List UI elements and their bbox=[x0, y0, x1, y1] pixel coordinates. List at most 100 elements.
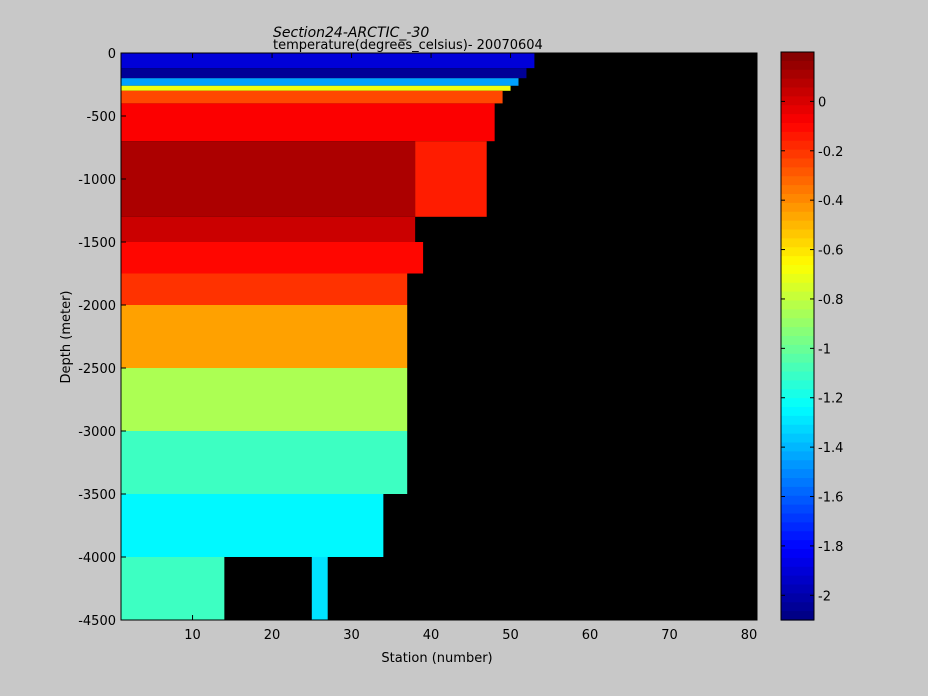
y-tick-label: -3000 bbox=[78, 425, 116, 440]
y-tick-label: -3500 bbox=[78, 488, 116, 503]
heatmap-cell bbox=[121, 494, 384, 557]
heatmap-cells bbox=[121, 53, 535, 620]
colorbar-swatch bbox=[781, 362, 814, 373]
heatmap-cell bbox=[121, 431, 408, 494]
colorbar-swatch bbox=[781, 202, 814, 213]
heatmap-cell bbox=[121, 90, 503, 104]
colorbar-swatch bbox=[781, 398, 814, 408]
heatmap-cell bbox=[121, 53, 535, 69]
x-tick-label: 50 bbox=[502, 628, 519, 643]
y-tick-label: -2500 bbox=[78, 362, 116, 377]
colorbar-swatch bbox=[781, 52, 814, 62]
colorbar-swatch bbox=[781, 424, 814, 435]
colorbar-swatch bbox=[781, 549, 814, 559]
colorbar-swatch bbox=[781, 114, 814, 124]
heatmap-cell bbox=[311, 557, 328, 620]
colorbar-swatch bbox=[781, 176, 814, 186]
colorbar-swatch bbox=[781, 460, 814, 470]
x-axis: 10 20 30 40 50 60 70 80 bbox=[184, 53, 757, 643]
y-tick-label: -4000 bbox=[78, 551, 116, 566]
colorbar-tick-label: -1.8 bbox=[818, 540, 843, 555]
colorbar-swatch bbox=[781, 602, 814, 612]
plot-frame bbox=[120, 52, 758, 621]
colorbar-swatch bbox=[781, 380, 814, 390]
colorbar-swatch bbox=[781, 593, 814, 603]
colorbar-swatch bbox=[781, 149, 814, 160]
colorbar-swatch bbox=[781, 282, 814, 293]
x-tick-label: 70 bbox=[661, 628, 678, 643]
colorbar-swatch bbox=[781, 389, 814, 399]
colorbar-swatch bbox=[781, 211, 814, 222]
x-axis-label: Station (number) bbox=[381, 651, 492, 666]
y-tick-label: -500 bbox=[86, 110, 116, 125]
x-tick-label: 40 bbox=[423, 628, 440, 643]
heatmap-cell bbox=[415, 141, 487, 217]
colorbar-swatch bbox=[781, 407, 814, 417]
heatmap-cell bbox=[121, 368, 408, 431]
colorbar-swatch bbox=[781, 344, 814, 355]
heatmap-cell bbox=[121, 305, 408, 368]
colorbar-swatch bbox=[781, 486, 814, 497]
colorbar-swatch bbox=[781, 478, 814, 488]
heatmap-cell bbox=[121, 557, 225, 620]
colorbar-swatch bbox=[781, 469, 814, 479]
colorbar-swatch bbox=[781, 442, 814, 452]
colorbar-tick-label: -2 bbox=[818, 589, 831, 604]
x-tick-label: 30 bbox=[343, 628, 360, 643]
colorbar-swatch bbox=[781, 522, 814, 532]
colorbar-swatch bbox=[781, 531, 814, 541]
heatmap-cell bbox=[121, 141, 416, 217]
colorbar-swatch bbox=[781, 513, 814, 523]
colorbar-tick-label: -0.8 bbox=[818, 293, 843, 308]
colorbar-swatch bbox=[781, 318, 814, 328]
x-tick-label: 20 bbox=[264, 628, 281, 643]
colorbar-swatch bbox=[781, 291, 814, 302]
colorbar-swatch bbox=[781, 185, 814, 195]
y-tick-label: -1500 bbox=[78, 236, 116, 251]
y-tick-label: -1000 bbox=[78, 173, 116, 188]
chart-title: Section24-ARCTIC_-30 bbox=[273, 25, 429, 41]
colorbar-swatch bbox=[781, 584, 814, 594]
colorbar-swatch bbox=[781, 540, 814, 550]
y-axis: 0 -500 -1000 -1500 -2000 -2500 -3000 -3500 -4000… bbox=[78, 47, 757, 629]
x-tick-label: 80 bbox=[741, 628, 758, 643]
colorbar-tick-label: -1.6 bbox=[818, 491, 843, 506]
colorbar-swatch bbox=[781, 96, 814, 106]
colorbar-swatch bbox=[781, 566, 814, 577]
y-tick-label: -4500 bbox=[78, 614, 116, 629]
colorbar-swatch bbox=[781, 371, 814, 381]
colorbar-swatch bbox=[781, 575, 814, 586]
colorbar-tick-label: 0 bbox=[818, 95, 826, 110]
colorbar-tick-label: -0.2 bbox=[818, 145, 843, 160]
heatmap-cell bbox=[121, 85, 511, 91]
colorbar-swatch bbox=[781, 327, 814, 337]
colorbar-tick-label: -0.4 bbox=[818, 194, 843, 209]
heatmap-cell bbox=[121, 242, 424, 274]
colorbar-swatch bbox=[781, 336, 814, 346]
colorbar-swatch bbox=[781, 60, 814, 71]
colorbar-swatch bbox=[781, 273, 814, 284]
colorbar-swatch bbox=[781, 433, 814, 444]
colorbar-swatch bbox=[781, 158, 814, 168]
colorbar-swatch bbox=[781, 557, 814, 568]
heatmap-cell bbox=[121, 78, 519, 86]
colorbar-swatch bbox=[781, 87, 814, 97]
heatmap-cell bbox=[121, 216, 416, 242]
colorbar-swatch bbox=[781, 229, 814, 239]
colorbar-swatch bbox=[781, 247, 814, 257]
colorbar-swatch bbox=[781, 167, 814, 177]
colorbar-swatch bbox=[781, 265, 814, 275]
y-axis-label: Depth (meter) bbox=[59, 291, 74, 384]
colorbar-swatch bbox=[781, 131, 814, 142]
y-tick-label: -2000 bbox=[78, 299, 116, 314]
colorbar-tick-label: -1.4 bbox=[818, 441, 843, 456]
colorbar-tick-label: -1.2 bbox=[818, 392, 843, 407]
colorbar-swatch bbox=[781, 495, 814, 506]
y-tick-label: 0 bbox=[108, 47, 116, 62]
colorbar-tick-label: -0.6 bbox=[818, 244, 843, 259]
colorbar-swatch bbox=[781, 69, 814, 80]
colorbar-swatch bbox=[781, 300, 814, 310]
x-tick-label: 10 bbox=[184, 628, 201, 643]
heatmap-cell bbox=[121, 103, 495, 142]
